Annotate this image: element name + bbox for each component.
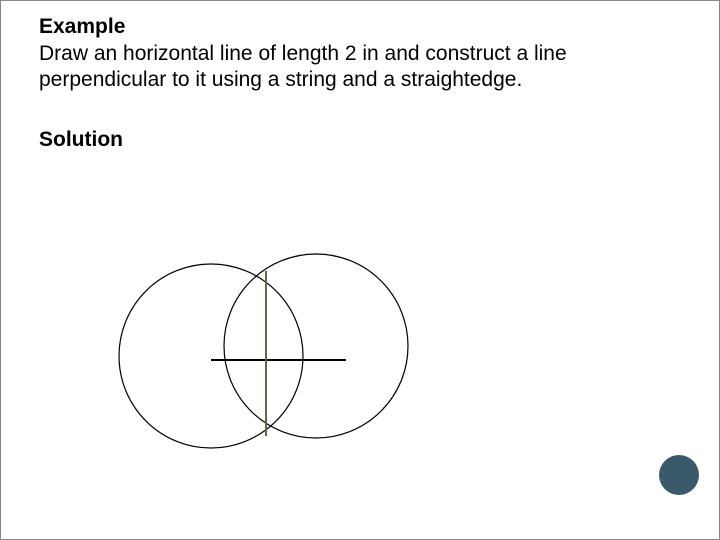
diagram-svg bbox=[101, 241, 441, 461]
slide-content: Example Draw an horizontal line of lengt… bbox=[1, 1, 719, 152]
construction-circle bbox=[224, 254, 408, 438]
decor-dot bbox=[659, 455, 699, 495]
problem-text: Draw an horizontal line of length 2 in a… bbox=[39, 41, 681, 94]
construction-circle bbox=[119, 264, 303, 448]
construction-diagram bbox=[101, 241, 441, 461]
solution-heading: Solution bbox=[39, 128, 681, 152]
example-heading: Example bbox=[39, 15, 681, 39]
